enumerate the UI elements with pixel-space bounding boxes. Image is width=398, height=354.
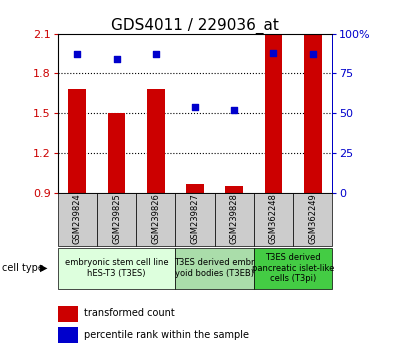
Text: GSM362249: GSM362249	[308, 193, 317, 244]
Point	[231, 107, 238, 113]
Bar	[176, 193, 215, 246]
Point	[192, 104, 198, 110]
Point	[152, 52, 159, 57]
Point	[310, 52, 316, 57]
Text: GSM239825: GSM239825	[112, 193, 121, 244]
Bar	[254, 193, 293, 246]
Text: GSM239827: GSM239827	[191, 193, 199, 244]
Point	[270, 50, 277, 56]
Point	[74, 52, 80, 57]
Bar	[147, 89, 165, 193]
Bar	[304, 34, 322, 193]
Title: GDS4011 / 229036_at: GDS4011 / 229036_at	[111, 17, 279, 34]
Bar	[97, 193, 136, 246]
Text: GSM239824: GSM239824	[73, 193, 82, 244]
Text: GSM239828: GSM239828	[230, 193, 239, 244]
Bar	[58, 327, 78, 343]
Bar	[68, 89, 86, 193]
Bar	[225, 186, 243, 193]
Text: cell type: cell type	[2, 263, 44, 273]
Text: percentile rank within the sample: percentile rank within the sample	[84, 330, 250, 341]
Text: GSM362248: GSM362248	[269, 193, 278, 244]
Bar	[176, 248, 254, 289]
Bar	[215, 193, 254, 246]
Bar	[254, 248, 332, 289]
Text: transformed count: transformed count	[84, 308, 175, 318]
Text: T3ES derived
pancreatic islet-like
cells (T3pi): T3ES derived pancreatic islet-like cells…	[252, 253, 334, 283]
Bar	[186, 184, 204, 193]
Bar	[265, 34, 282, 193]
Bar	[293, 193, 332, 246]
Bar	[58, 306, 78, 321]
Point	[113, 56, 120, 62]
Bar	[58, 193, 97, 246]
Text: T3ES derived embr
yoid bodies (T3EB): T3ES derived embr yoid bodies (T3EB)	[174, 258, 255, 278]
Text: embryonic stem cell line
hES-T3 (T3ES): embryonic stem cell line hES-T3 (T3ES)	[65, 258, 168, 278]
Text: GSM239826: GSM239826	[151, 193, 160, 244]
Bar	[108, 113, 125, 193]
Bar	[58, 248, 176, 289]
Bar	[136, 193, 176, 246]
Text: ▶: ▶	[40, 263, 47, 273]
